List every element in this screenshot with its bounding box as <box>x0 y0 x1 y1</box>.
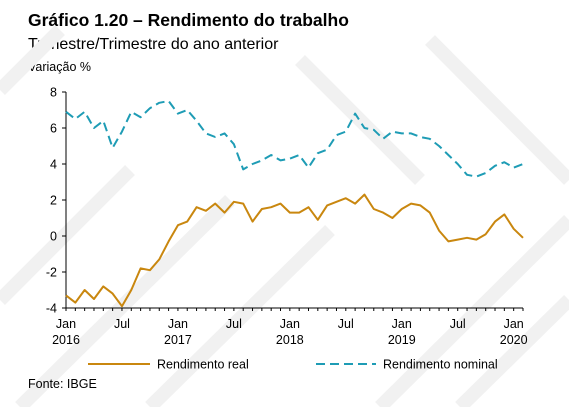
background-decoration <box>0 25 569 407</box>
x-tick-label: Jan <box>392 317 412 331</box>
legend-label: Rendimento real <box>157 358 249 372</box>
x-tick-label: Jul <box>450 317 466 331</box>
x-tick-label: Jan <box>280 317 300 331</box>
chart-title: Gráfico 1.20 – Rendimento do trabalho <box>28 10 349 30</box>
x-tick-year-label: 2016 <box>52 333 80 347</box>
x-tick-label: Jan <box>504 317 524 331</box>
x-tick-year-label: 2018 <box>276 333 304 347</box>
series-line-rendimento-real <box>65 193 524 308</box>
y-axis-label: Variação % <box>28 60 91 74</box>
y-tick-label: 6 <box>50 122 57 136</box>
background-stroke <box>295 55 425 185</box>
chart-legend: Rendimento real Rendimento nominal <box>88 358 498 372</box>
series-line-rendimento-nominal <box>65 100 524 178</box>
x-tick-label: Jul <box>338 317 354 331</box>
y-tick-label: 8 <box>50 86 57 100</box>
legend-label: Rendimento nominal <box>383 358 498 372</box>
background-stroke <box>145 225 335 407</box>
chart-source: Fonte: IBGE <box>28 377 97 391</box>
x-tick-label: Jul <box>114 317 130 331</box>
background-stroke <box>0 25 65 95</box>
y-tick-label: 2 <box>50 194 57 208</box>
y-tick-label: 0 <box>50 230 57 244</box>
background-stroke <box>455 295 569 407</box>
x-tick-year-label: 2017 <box>164 333 192 347</box>
x-tick-year-label: 2020 <box>500 333 528 347</box>
y-tick-label: 4 <box>50 158 57 172</box>
background-stroke <box>375 215 569 407</box>
background-stroke <box>0 165 135 305</box>
background-stroke <box>425 35 569 185</box>
chart-series <box>65 100 524 308</box>
x-tick-label: Jan <box>56 317 76 331</box>
x-tick-year-label: 2019 <box>388 333 416 347</box>
x-tick-label: Jul <box>226 317 242 331</box>
chart-subtitle: Trimestre/Trimestre do ano anterior <box>28 36 279 53</box>
x-tick-label: Jan <box>168 317 188 331</box>
y-tick-label: -4 <box>46 302 57 316</box>
y-tick-label: -2 <box>46 266 57 280</box>
background-stroke <box>15 195 235 407</box>
